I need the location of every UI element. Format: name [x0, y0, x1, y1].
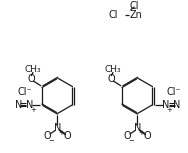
Text: O: O — [143, 131, 151, 141]
Text: N: N — [134, 123, 141, 133]
Text: O: O — [27, 74, 35, 84]
Text: O: O — [44, 131, 51, 141]
Text: N: N — [54, 123, 61, 133]
Text: N: N — [162, 100, 169, 110]
Text: +: + — [58, 130, 64, 136]
Text: Cl: Cl — [108, 10, 118, 20]
Text: +: + — [138, 130, 144, 136]
Text: N: N — [15, 100, 22, 110]
Text: −: − — [129, 138, 134, 144]
Text: N: N — [26, 100, 33, 110]
Text: CH₃: CH₃ — [105, 65, 121, 74]
Text: +: + — [167, 106, 173, 113]
Text: −: − — [49, 138, 55, 144]
Text: Cl⁻: Cl⁻ — [18, 87, 33, 97]
Text: N: N — [173, 100, 180, 110]
Text: O: O — [64, 131, 71, 141]
Text: Cl⁻: Cl⁻ — [166, 87, 181, 97]
Text: +: + — [30, 106, 36, 113]
Text: O: O — [124, 131, 131, 141]
Text: Zn: Zn — [130, 10, 143, 20]
Text: Cl: Cl — [130, 1, 139, 11]
Text: CH₃: CH₃ — [25, 65, 42, 74]
Text: O: O — [107, 74, 115, 84]
